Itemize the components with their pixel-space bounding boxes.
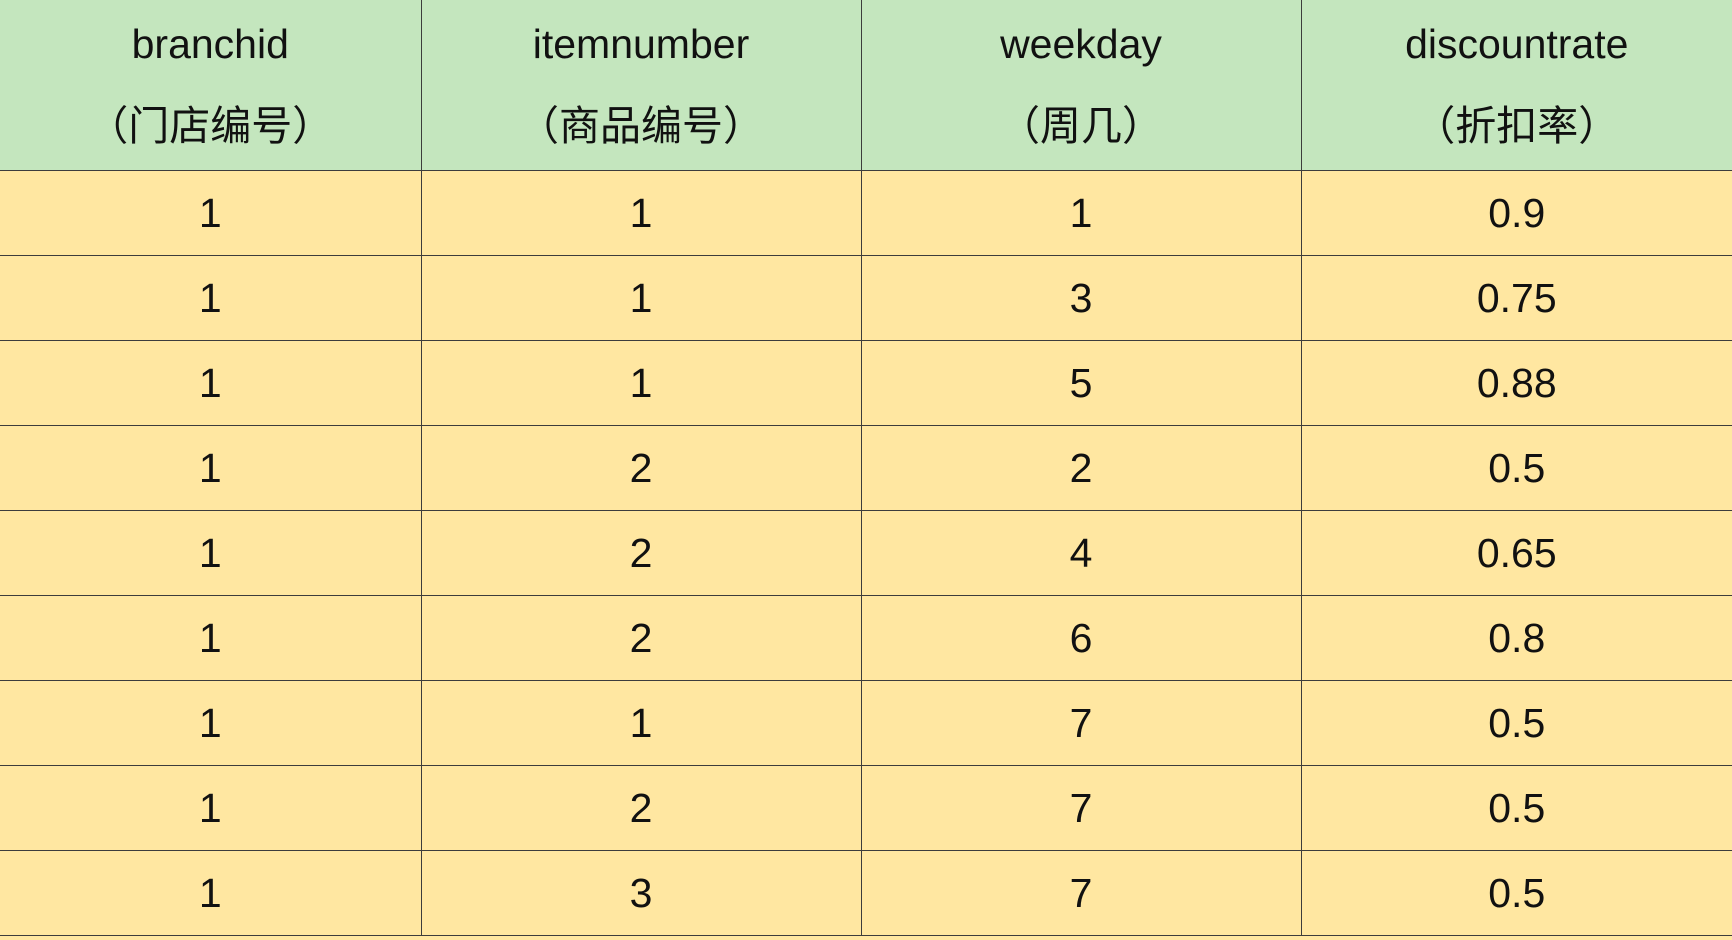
cell-itemnumber: 2: [420, 510, 862, 596]
column-header-discountrate: discountrate （折扣率）: [1300, 0, 1732, 171]
table-row: 1 1 1 0.9: [0, 170, 1732, 256]
column-header-name: weekday: [1000, 21, 1162, 67]
cell-discountrate: 0.5: [1300, 680, 1732, 766]
cell-discountrate: 0.5: [1300, 850, 1732, 936]
cell-weekday: 3: [860, 255, 1302, 341]
table-row: 1 1 7 0.5: [0, 680, 1732, 766]
cell-weekday: 1: [860, 170, 1302, 256]
cell-weekday: 7: [860, 680, 1302, 766]
column-header-label: （门店编号）: [87, 102, 334, 150]
cell-weekday: 6: [860, 595, 1302, 681]
header-row: branchid （门店编号） itemnumber （商品编号） weekda…: [0, 0, 1732, 171]
column-header-name: itemnumber: [532, 21, 750, 67]
cell-weekday: 5: [860, 340, 1302, 426]
column-header-label: （周几）: [999, 102, 1163, 150]
cell-branchid: 1: [0, 765, 422, 851]
cell-discountrate: 0.5: [1300, 765, 1732, 851]
cell-branchid: 1: [0, 510, 422, 596]
cell-weekday: 7: [860, 765, 1302, 851]
table-row: 1 1 5 0.88: [0, 340, 1732, 426]
cell-branchid: 1: [0, 340, 422, 426]
cell-discountrate: 0.8: [1300, 595, 1732, 681]
cell-itemnumber: 1: [420, 340, 862, 426]
cell-branchid: 1: [0, 170, 422, 256]
cell-weekday: 7: [860, 850, 1302, 936]
table-row: 1 2 2 0.5: [0, 425, 1732, 511]
table-row: 1 2 4 0.65: [0, 510, 1732, 596]
cell-itemnumber: 2: [420, 595, 862, 681]
cell-discountrate: 0.65: [1300, 510, 1732, 596]
column-header-weekday: weekday （周几）: [860, 0, 1302, 171]
column-header-name: discountrate: [1405, 21, 1629, 67]
cell-itemnumber: 1: [420, 680, 862, 766]
cell-discountrate: 0.88: [1300, 340, 1732, 426]
cell-discountrate: 0.75: [1300, 255, 1732, 341]
cell-branchid: 1: [0, 425, 422, 511]
column-header-name: branchid: [131, 21, 289, 67]
cell-itemnumber: 3: [420, 850, 862, 936]
cell-discountrate: 0.9: [1300, 170, 1732, 256]
column-header-label: （商品编号）: [518, 102, 764, 150]
cell-itemnumber: 1: [420, 170, 862, 256]
cell-branchid: 1: [0, 850, 422, 936]
cell-weekday: 2: [860, 425, 1302, 511]
column-header-label: （折扣率）: [1414, 102, 1620, 150]
table-row: 1 2 6 0.8: [0, 595, 1732, 681]
cell-branchid: 1: [0, 680, 422, 766]
table-row: 1 1 3 0.75: [0, 255, 1732, 341]
cell-itemnumber: 2: [420, 425, 862, 511]
cell-itemnumber: 2: [420, 765, 862, 851]
cell-branchid: 1: [0, 595, 422, 681]
cell-weekday: 4: [860, 510, 1302, 596]
cell-itemnumber: 1: [420, 255, 862, 341]
table-row: 1 3 7 0.5: [0, 850, 1732, 936]
cell-branchid: 1: [0, 255, 422, 341]
cell-discountrate: 0.5: [1300, 425, 1732, 511]
column-header-branchid: branchid （门店编号）: [0, 0, 422, 171]
table-row: 1 2 7 0.5: [0, 765, 1732, 851]
column-header-itemnumber: itemnumber （商品编号）: [420, 0, 862, 171]
